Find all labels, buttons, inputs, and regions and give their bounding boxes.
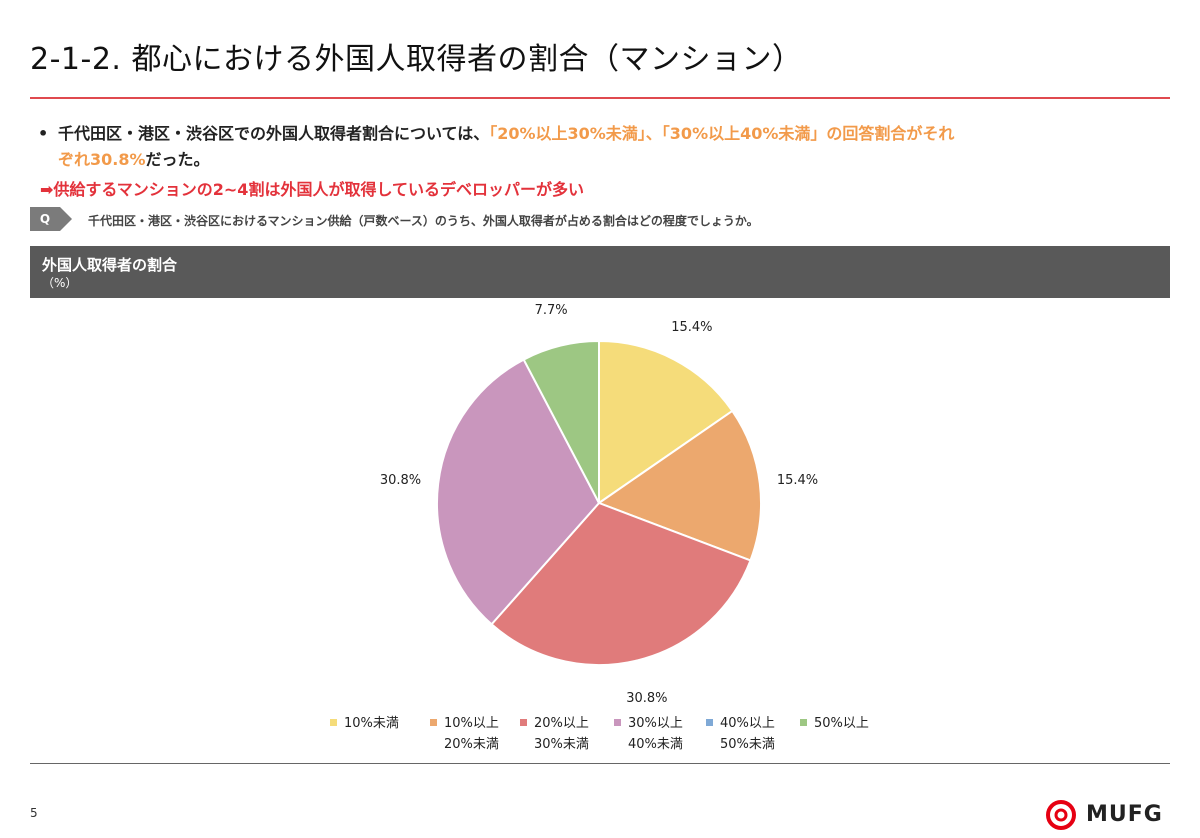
pie-slice-5 [522, 339, 600, 504]
chart-unit: （%） [42, 276, 78, 290]
legend-label: 30%以上 40%未満 [628, 716, 683, 752]
legend-swatch [614, 719, 621, 726]
footer-divider [30, 763, 1170, 764]
mufg-logo-icon [1046, 800, 1076, 830]
pie-chart: 15.4% 15.4% 30.8% 30.8% 7.7% [380, 303, 818, 705]
pie-data-label-1: 15.4% [777, 473, 818, 488]
pie-slice-1 [596, 409, 762, 562]
summary-bullet: • 千代田区・港区・渋谷区での外国人取得者割合については、「20%以上30%未満… [38, 121, 958, 173]
legend-swatch [706, 719, 713, 726]
slide-title: 2-1-2. 都心における外国人取得者の割合（マンション） [30, 42, 803, 77]
legend-label: 10%以上 20%未満 [444, 716, 499, 752]
legend-item-3: 30%以上 40%未満 [614, 713, 683, 755]
legend-item-0: 10%未満 [330, 713, 399, 734]
title-divider [30, 97, 1170, 99]
conclusion-text: ➡供給するマンションの2~4割は外国人が取得しているデベロッパーが多い [40, 180, 584, 199]
pie-slice-3 [436, 358, 601, 626]
legend-label: 50%以上 [814, 716, 869, 731]
bullet-marker: • [38, 124, 49, 143]
legend-swatch [430, 719, 437, 726]
question-arrow-icon [60, 207, 72, 231]
legend-swatch [800, 719, 807, 726]
chart-title: 外国人取得者の割合 [42, 256, 178, 274]
legend-item-2: 20%以上 30%未満 [520, 713, 589, 755]
pie-slice-0 [598, 339, 734, 505]
page-number: 5 [30, 806, 38, 820]
legend-item-4: 40%以上 50%未満 [706, 713, 775, 755]
summary-text-a: 千代田区・港区・渋谷区での外国人取得者割合については、 [58, 124, 490, 143]
pie-data-label-2: 30.8% [626, 691, 667, 705]
legend-item-5: 50%以上 [800, 713, 869, 734]
legend-label: 40%以上 50%未満 [720, 716, 775, 752]
question-row: Q 千代田区・港区・渋谷区におけるマンション供給（戸数ベース）のうち、外国人取得… [30, 207, 1170, 231]
chart-header: 外国人取得者の割合 （%） [30, 246, 1170, 298]
pie-slice-2 [490, 501, 752, 666]
summary-highlight: 「20%以上30%未満」、「30%以上40%未満」の回答割合がそれぞれ30.8% [58, 124, 955, 169]
legend-swatch [520, 719, 527, 726]
question-label: Q [30, 207, 60, 231]
summary-text-b: だった。 [145, 150, 210, 169]
logo-text: MUFG [1086, 802, 1163, 827]
pie-data-label-5: 7.7% [535, 303, 568, 318]
pie-data-label-0: 15.4% [671, 320, 712, 335]
legend-label: 10%未満 [344, 716, 399, 731]
pie-data-label-3: 30.8% [380, 473, 421, 488]
summary-text: 千代田区・港区・渋谷区での外国人取得者割合については、「20%以上30%未満」、… [58, 121, 958, 173]
legend-item-1: 10%以上 20%未満 [430, 713, 499, 755]
question-text: 千代田区・港区・渋谷区におけるマンション供給（戸数ベース）のうち、外国人取得者が… [88, 214, 759, 228]
legend-label: 20%以上 30%未満 [534, 716, 589, 752]
legend-swatch [330, 719, 337, 726]
